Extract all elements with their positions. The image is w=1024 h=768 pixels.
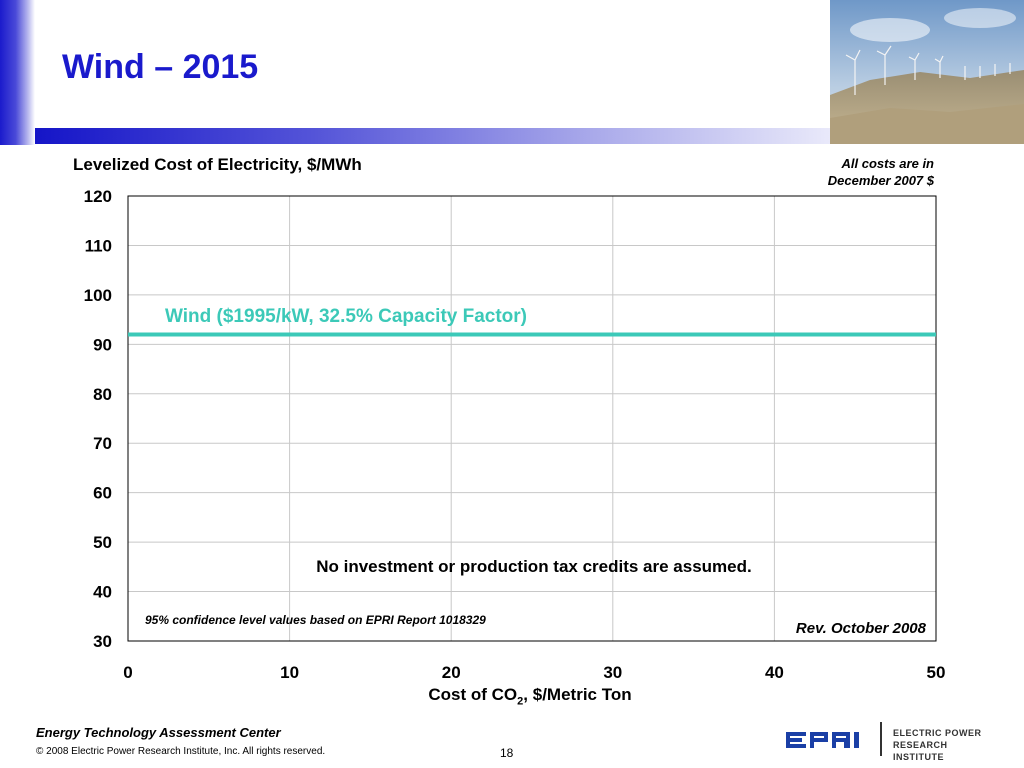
y-axis-label: Levelized Cost of Electricity, $/MWh [73,155,362,174]
epri-logo: ELECTRIC POWER RESEARCH INSTITUTE [786,720,996,762]
left-accent-bar [0,0,35,145]
costs-note: All costs are in December 2007 $ [734,155,934,189]
y-tick-label: 70 [93,434,112,453]
title-underline-bar [35,128,830,144]
x-axis-label: Cost of CO2, $/Metric Ton [0,685,1024,707]
x-tick-label: 40 [765,663,784,682]
x-axis-label-units: , $/Metric Ton [523,685,632,704]
y-tick-label: 60 [93,484,112,503]
y-tick-label: 100 [84,286,112,305]
wind-farm-photo [830,0,1024,144]
y-tick-label: 40 [93,583,112,602]
x-tick-label: 0 [123,663,132,682]
x-tick-label: 20 [442,663,461,682]
y-tick-labels: 30 40 50 60 70 80 90 100 110 120 [84,187,112,651]
x-tick-label: 30 [603,663,622,682]
x-axis-label-main: Cost of CO [428,685,518,704]
confidence-note: 95% confidence level values based on EPR… [145,613,486,627]
x-axis-label-subscript: 2 [517,695,524,708]
footer-center-name: Energy Technology Assessment Center [36,725,281,740]
x-tick-labels: 0 10 20 30 40 50 [123,663,945,682]
costs-note-line: December 2007 $ [827,173,934,188]
revision-note: Rev. October 2008 [796,620,927,637]
x-tick-label: 10 [280,663,299,682]
y-tick-label: 80 [93,385,112,404]
tax-credit-note: No investment or production tax credits … [316,557,752,576]
series-label-wind: Wind ($1995/kW, 32.5% Capacity Factor) [165,306,527,327]
costs-note-line: All costs are in [841,156,934,171]
y-tick-label: 30 [93,632,112,651]
y-tick-label: 90 [93,335,112,354]
y-tick-label: 120 [84,187,112,206]
y-tick-label: 50 [93,533,112,552]
page-number: 18 [500,746,514,760]
logo-text: ELECTRIC POWER RESEARCH INSTITUTE [893,728,982,762]
x-tick-label: 50 [927,663,946,682]
slide-title: Wind – 2015 [62,48,259,86]
plot-frame [127,195,937,642]
copyright-text: © 2008 Electric Power Research Institute… [36,746,326,757]
y-tick-label: 110 [85,236,112,255]
